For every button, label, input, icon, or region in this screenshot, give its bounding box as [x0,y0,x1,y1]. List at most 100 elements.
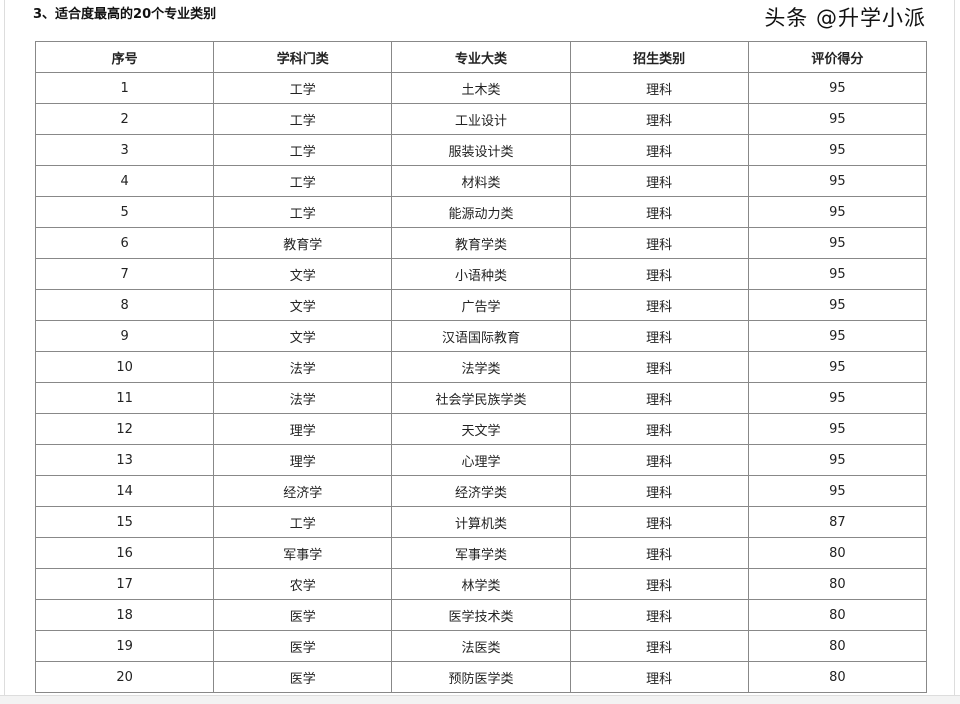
table-cell: 95 [747,444,928,476]
table-row: 20 医学 预防医学类 理科 80 [34,661,928,693]
table-row: 16 军事学 军事学类 理科 80 [34,537,928,569]
table-cell: 汉语国际教育 [391,320,571,352]
table-cell: 法学 [213,382,393,414]
table-cell: 1 [34,72,215,104]
table-cell: 5 [34,196,215,228]
column-header: 评价得分 [747,41,928,73]
table-cell: 95 [747,103,928,135]
table-cell: 理科 [569,630,749,662]
table-row: 1 工学 土木类 理科 95 [34,72,928,104]
column-header: 序号 [34,41,215,73]
table-cell: 12 [34,413,215,445]
table-cell: 工学 [213,506,393,538]
table-row: 13 理学 心理学 理科 95 [34,444,928,476]
column-header: 专业大类 [391,41,571,73]
table-row: 11 法学 社会学民族学类 理科 95 [34,382,928,414]
table-cell: 工学 [213,165,393,197]
table-cell: 工学 [213,72,393,104]
table-cell: 理科 [569,599,749,631]
page-frame [4,0,955,704]
bottom-bar [0,695,960,704]
table-cell: 理学 [213,444,393,476]
table-cell: 7 [34,258,215,290]
table-cell: 95 [747,320,928,352]
table-row: 10 法学 法学类 理科 95 [34,351,928,383]
table-cell: 计算机类 [391,506,571,538]
table-cell: 社会学民族学类 [391,382,571,414]
table-cell: 军事学 [213,537,393,569]
table-cell: 95 [747,258,928,290]
table-cell: 3 [34,134,215,166]
table-cell: 理科 [569,258,749,290]
watermark: 头条 @升学小派 [764,6,926,30]
table-cell: 工学 [213,134,393,166]
table-cell: 法学 [213,351,393,383]
table-cell: 理科 [569,227,749,259]
table-cell: 8 [34,289,215,321]
table-cell: 95 [747,134,928,166]
table-cell: 95 [747,227,928,259]
table-cell: 95 [747,196,928,228]
table-cell: 经济学类 [391,475,571,507]
table-cell: 95 [747,289,928,321]
table-cell: 广告学 [391,289,571,321]
table-cell: 80 [747,599,928,631]
table-cell: 文学 [213,320,393,352]
table-cell: 80 [747,630,928,662]
table-cell: 17 [34,568,215,600]
table-cell: 农学 [213,568,393,600]
table-cell: 能源动力类 [391,196,571,228]
table-cell: 理科 [569,134,749,166]
table-cell: 法医类 [391,630,571,662]
table-cell: 95 [747,165,928,197]
table-cell: 9 [34,320,215,352]
table-row: 19 医学 法医类 理科 80 [34,630,928,662]
column-header: 学科门类 [213,41,393,73]
table-cell: 教育学 [213,227,393,259]
table-cell: 经济学 [213,475,393,507]
table-cell: 理科 [569,661,749,693]
table-cell: 材料类 [391,165,571,197]
table-cell: 11 [34,382,215,414]
table-cell: 理科 [569,475,749,507]
table-row: 3 工学 服装设计类 理科 95 [34,134,928,166]
table-header-row: 序号 学科门类 专业大类 招生类别 评价得分 [34,41,928,73]
table-cell: 95 [747,413,928,445]
table-cell: 80 [747,568,928,600]
table-cell: 工学 [213,196,393,228]
table-cell: 法学类 [391,351,571,383]
table-cell: 理科 [569,103,749,135]
table-row: 2 工学 工业设计 理科 95 [34,103,928,135]
table-row: 5 工学 能源动力类 理科 95 [34,196,928,228]
table-cell: 6 [34,227,215,259]
table-cell: 心理学 [391,444,571,476]
table-row: 8 文学 广告学 理科 95 [34,289,928,321]
table-cell: 医学 [213,599,393,631]
table-cell: 18 [34,599,215,631]
table-cell: 医学 [213,661,393,693]
table-cell: 文学 [213,258,393,290]
table-cell: 小语种类 [391,258,571,290]
table-row: 9 文学 汉语国际教育 理科 95 [34,320,928,352]
table-cell: 工业设计 [391,103,571,135]
table-cell: 80 [747,661,928,693]
table-row: 15 工学 计算机类 理科 87 [34,506,928,538]
table-cell: 14 [34,475,215,507]
table-row: 6 教育学 教育学类 理科 95 [34,227,928,259]
table-cell: 理科 [569,165,749,197]
table-cell: 理科 [569,568,749,600]
table-cell: 理科 [569,537,749,569]
table-cell: 预防医学类 [391,661,571,693]
table-cell: 土木类 [391,72,571,104]
majors-table: 序号 学科门类 专业大类 招生类别 评价得分 1 工学 土木类 理科 95 2 工学 工业设计 理科 95… [34,41,928,693]
table-cell: 理科 [569,506,749,538]
table-row: 18 医学 医学技术类 理科 80 [34,599,928,631]
table-cell: 80 [747,537,928,569]
table-cell: 10 [34,351,215,383]
table-cell: 19 [34,630,215,662]
table-cell: 理科 [569,444,749,476]
table-cell: 军事学类 [391,537,571,569]
table-cell: 天文学 [391,413,571,445]
table-row: 12 理学 天文学 理科 95 [34,413,928,445]
table-cell: 13 [34,444,215,476]
